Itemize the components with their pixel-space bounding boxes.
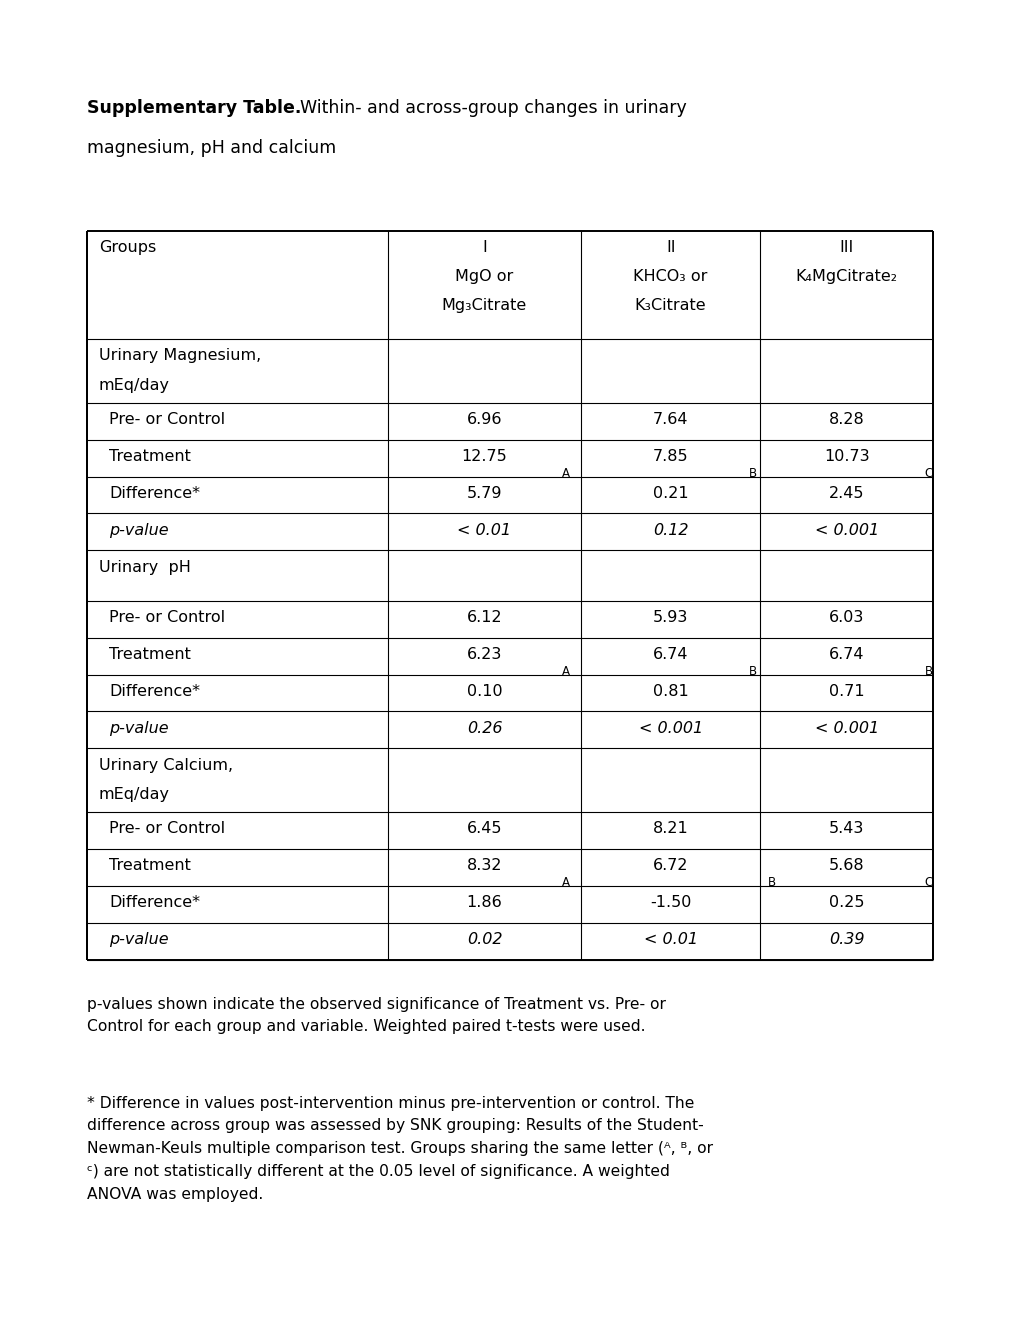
- Text: mEq/day: mEq/day: [99, 378, 170, 392]
- Text: Treatment: Treatment: [109, 449, 191, 463]
- Text: A: A: [561, 467, 570, 480]
- Text: 8.21: 8.21: [652, 821, 688, 836]
- Text: Pre- or Control: Pre- or Control: [109, 412, 225, 426]
- Text: C: C: [923, 876, 931, 890]
- Text: 6.23: 6.23: [467, 647, 501, 661]
- Text: Difference*: Difference*: [109, 486, 200, 500]
- Text: 5.43: 5.43: [828, 821, 863, 836]
- Text: K₃Citrate: K₃Citrate: [634, 298, 706, 313]
- Text: Pre- or Control: Pre- or Control: [109, 610, 225, 624]
- Text: Within- and across-group changes in urinary: Within- and across-group changes in urin…: [288, 99, 686, 117]
- Text: B: B: [748, 467, 756, 480]
- Text: < 0.01: < 0.01: [643, 932, 697, 946]
- Text: < 0.001: < 0.001: [814, 523, 877, 537]
- Text: KHCO₃ or: KHCO₃ or: [633, 269, 707, 284]
- Text: Urinary Magnesium,: Urinary Magnesium,: [99, 348, 261, 363]
- Text: Urinary Calcium,: Urinary Calcium,: [99, 758, 232, 772]
- Text: Urinary  pH: Urinary pH: [99, 560, 191, 574]
- Text: Pre- or Control: Pre- or Control: [109, 821, 225, 836]
- Text: 10.73: 10.73: [823, 449, 868, 463]
- Text: 0.26: 0.26: [467, 721, 501, 735]
- Text: p-value: p-value: [109, 721, 168, 735]
- Text: 5.93: 5.93: [652, 610, 688, 624]
- Text: 2.45: 2.45: [828, 486, 863, 500]
- Text: 0.39: 0.39: [828, 932, 863, 946]
- Text: 6.45: 6.45: [467, 821, 501, 836]
- Text: 0.02: 0.02: [467, 932, 501, 946]
- Text: 6.74: 6.74: [652, 647, 688, 661]
- Text: 0.25: 0.25: [828, 895, 863, 909]
- Text: A: A: [561, 876, 570, 890]
- Text: 5.68: 5.68: [828, 858, 863, 873]
- Text: < 0.01: < 0.01: [458, 523, 511, 537]
- Text: Treatment: Treatment: [109, 647, 191, 661]
- Text: 12.75: 12.75: [462, 449, 506, 463]
- Text: Groups: Groups: [99, 240, 156, 255]
- Text: 7.64: 7.64: [652, 412, 688, 426]
- Text: 0.10: 0.10: [467, 684, 501, 698]
- Text: * Difference in values post-intervention minus pre-intervention or control. The
: * Difference in values post-intervention…: [87, 1096, 712, 1201]
- Text: B: B: [767, 876, 775, 890]
- Text: 6.72: 6.72: [652, 858, 688, 873]
- Text: 0.21: 0.21: [652, 486, 688, 500]
- Text: 5.79: 5.79: [467, 486, 501, 500]
- Text: 7.85: 7.85: [652, 449, 688, 463]
- Text: 0.71: 0.71: [828, 684, 863, 698]
- Text: mEq/day: mEq/day: [99, 787, 170, 801]
- Text: I: I: [482, 240, 486, 255]
- Text: -1.50: -1.50: [649, 895, 691, 909]
- Text: A: A: [561, 665, 570, 678]
- Text: magnesium, pH and calcium: magnesium, pH and calcium: [87, 139, 335, 157]
- Text: B: B: [923, 665, 931, 678]
- Text: C: C: [923, 467, 931, 480]
- Text: p-values shown indicate the observed significance of Treatment vs. Pre- or
Contr: p-values shown indicate the observed sig…: [87, 997, 665, 1035]
- Text: 0.12: 0.12: [652, 523, 688, 537]
- Text: < 0.001: < 0.001: [638, 721, 702, 735]
- Text: 0.81: 0.81: [652, 684, 688, 698]
- Text: p-value: p-value: [109, 932, 168, 946]
- Text: < 0.001: < 0.001: [814, 721, 877, 735]
- Text: III: III: [839, 240, 853, 255]
- Text: Supplementary Table.: Supplementary Table.: [87, 99, 301, 117]
- Text: p-value: p-value: [109, 523, 168, 537]
- Text: B: B: [748, 665, 756, 678]
- Text: Difference*: Difference*: [109, 895, 200, 909]
- Text: 8.28: 8.28: [827, 412, 864, 426]
- Text: 6.96: 6.96: [467, 412, 501, 426]
- Text: 6.03: 6.03: [828, 610, 863, 624]
- Text: Treatment: Treatment: [109, 858, 191, 873]
- Text: K₄MgCitrate₂: K₄MgCitrate₂: [795, 269, 897, 284]
- Text: 8.32: 8.32: [467, 858, 501, 873]
- Text: II: II: [665, 240, 675, 255]
- Text: Difference*: Difference*: [109, 684, 200, 698]
- Text: 6.12: 6.12: [467, 610, 501, 624]
- Text: 1.86: 1.86: [466, 895, 502, 909]
- Text: Mg₃Citrate: Mg₃Citrate: [441, 298, 527, 313]
- Text: MgO or: MgO or: [454, 269, 514, 284]
- Text: 6.74: 6.74: [828, 647, 863, 661]
